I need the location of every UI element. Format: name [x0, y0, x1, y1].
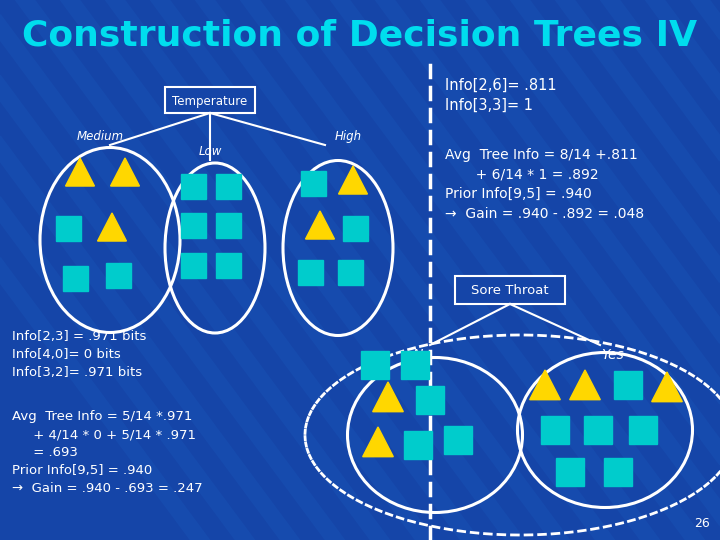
Text: High: High	[335, 130, 362, 143]
Bar	[541, 416, 569, 444]
Bar	[181, 173, 205, 199]
Text: Info[2,3] = .971 bits
Info[4,0]= 0 bits
Info[3,2]= .971 bits: Info[2,3] = .971 bits Info[4,0]= 0 bits …	[12, 330, 146, 379]
Bar	[401, 351, 429, 379]
Polygon shape	[305, 211, 335, 239]
Bar	[297, 260, 323, 285]
Polygon shape	[530, 370, 560, 400]
Text: Avg  Tree Info = 5/14 *.971
     + 4/14 * 0 + 5/14 * .971
     = .693
Prior Info: Avg Tree Info = 5/14 *.971 + 4/14 * 0 + …	[12, 410, 202, 495]
FancyBboxPatch shape	[165, 87, 255, 113]
Bar	[300, 171, 325, 195]
Polygon shape	[363, 427, 393, 457]
Bar	[181, 253, 205, 278]
Polygon shape	[373, 382, 403, 411]
Text: Low: Low	[198, 145, 222, 158]
Bar	[629, 416, 657, 444]
Text: Yes: Yes	[602, 348, 624, 362]
Bar	[361, 351, 389, 379]
Bar	[181, 213, 205, 238]
FancyBboxPatch shape	[455, 276, 565, 304]
Polygon shape	[570, 370, 600, 400]
Bar	[343, 215, 367, 240]
Polygon shape	[338, 166, 367, 194]
Bar	[444, 426, 472, 454]
Text: Medium: Medium	[76, 130, 124, 143]
Bar	[614, 371, 642, 399]
Polygon shape	[111, 158, 140, 186]
Bar	[106, 262, 130, 287]
Bar	[215, 253, 240, 278]
Bar	[416, 386, 444, 414]
Text: No: No	[413, 348, 431, 362]
Text: Sore Throat: Sore Throat	[471, 285, 549, 298]
Text: Temperature: Temperature	[172, 94, 248, 107]
Polygon shape	[652, 372, 683, 402]
Bar	[584, 416, 612, 444]
Bar	[604, 458, 632, 486]
Bar	[338, 260, 362, 285]
Text: Construction of Decision Trees IV: Construction of Decision Trees IV	[22, 18, 698, 52]
Bar	[215, 173, 240, 199]
Text: Info[2,6]= .811
Info[3,3]= 1: Info[2,6]= .811 Info[3,3]= 1	[445, 78, 557, 113]
Bar	[404, 431, 432, 459]
Text: 26: 26	[694, 517, 710, 530]
Bar	[63, 266, 88, 291]
Polygon shape	[66, 158, 94, 186]
Bar	[55, 215, 81, 240]
Bar	[556, 458, 584, 486]
Text: Avg  Tree Info = 8/14 +.811
       + 6/14 * 1 = .892
Prior Info[9,5] = .940
→  G: Avg Tree Info = 8/14 +.811 + 6/14 * 1 = …	[445, 148, 644, 220]
Bar	[215, 213, 240, 238]
Polygon shape	[97, 213, 127, 241]
